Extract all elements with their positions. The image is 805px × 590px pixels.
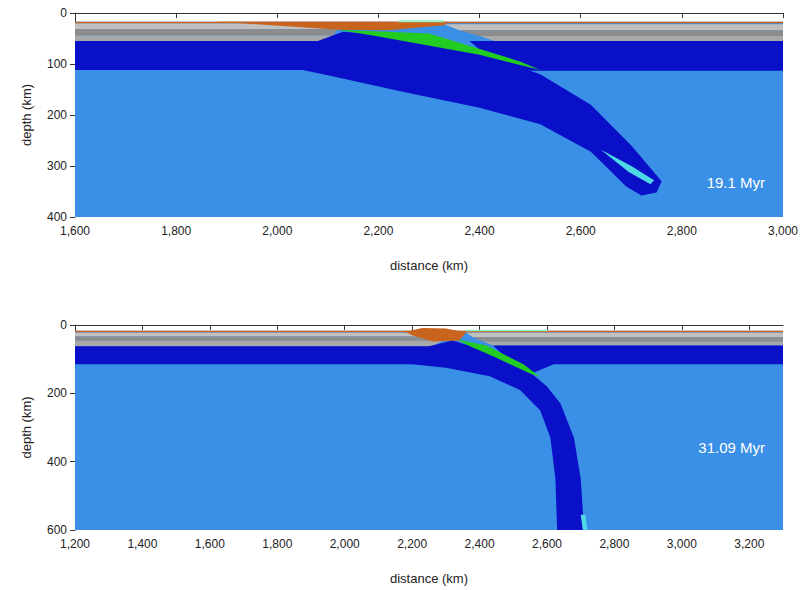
svg-text:400: 400 (47, 210, 67, 224)
svg-text:0: 0 (60, 6, 67, 20)
svg-text:400: 400 (47, 455, 67, 469)
svg-text:2,200: 2,200 (397, 537, 427, 551)
svg-text:distance (km): distance (km) (390, 258, 468, 273)
svg-text:2,600: 2,600 (566, 224, 596, 238)
svg-text:1,200: 1,200 (60, 537, 90, 551)
svg-text:depth (km): depth (km) (19, 396, 34, 458)
svg-text:2,000: 2,000 (262, 224, 292, 238)
svg-text:3,000: 3,000 (768, 224, 798, 238)
svg-text:1,600: 1,600 (60, 224, 90, 238)
svg-text:distance (km): distance (km) (390, 571, 468, 586)
svg-text:2,400: 2,400 (465, 537, 495, 551)
svg-text:2,800: 2,800 (599, 537, 629, 551)
svg-text:2,000: 2,000 (330, 537, 360, 551)
svg-text:2,600: 2,600 (532, 537, 562, 551)
svg-text:600: 600 (47, 523, 67, 537)
svg-text:200: 200 (47, 108, 67, 122)
svg-text:31.09 Myr: 31.09 Myr (698, 439, 765, 456)
svg-text:depth (km): depth (km) (19, 84, 34, 146)
svg-text:1,400: 1,400 (127, 537, 157, 551)
svg-text:1,800: 1,800 (262, 537, 292, 551)
svg-text:300: 300 (47, 159, 67, 173)
svg-text:100: 100 (47, 57, 67, 71)
svg-text:19.1 Myr: 19.1 Myr (707, 174, 765, 191)
svg-text:3,000: 3,000 (667, 537, 697, 551)
svg-text:2,200: 2,200 (363, 224, 393, 238)
svg-text:200: 200 (47, 386, 67, 400)
svg-text:1,800: 1,800 (161, 224, 191, 238)
svg-text:0: 0 (60, 318, 67, 332)
svg-text:1,600: 1,600 (195, 537, 225, 551)
svg-text:3,200: 3,200 (734, 537, 764, 551)
svg-text:2,800: 2,800 (667, 224, 697, 238)
svg-text:2,400: 2,400 (465, 224, 495, 238)
